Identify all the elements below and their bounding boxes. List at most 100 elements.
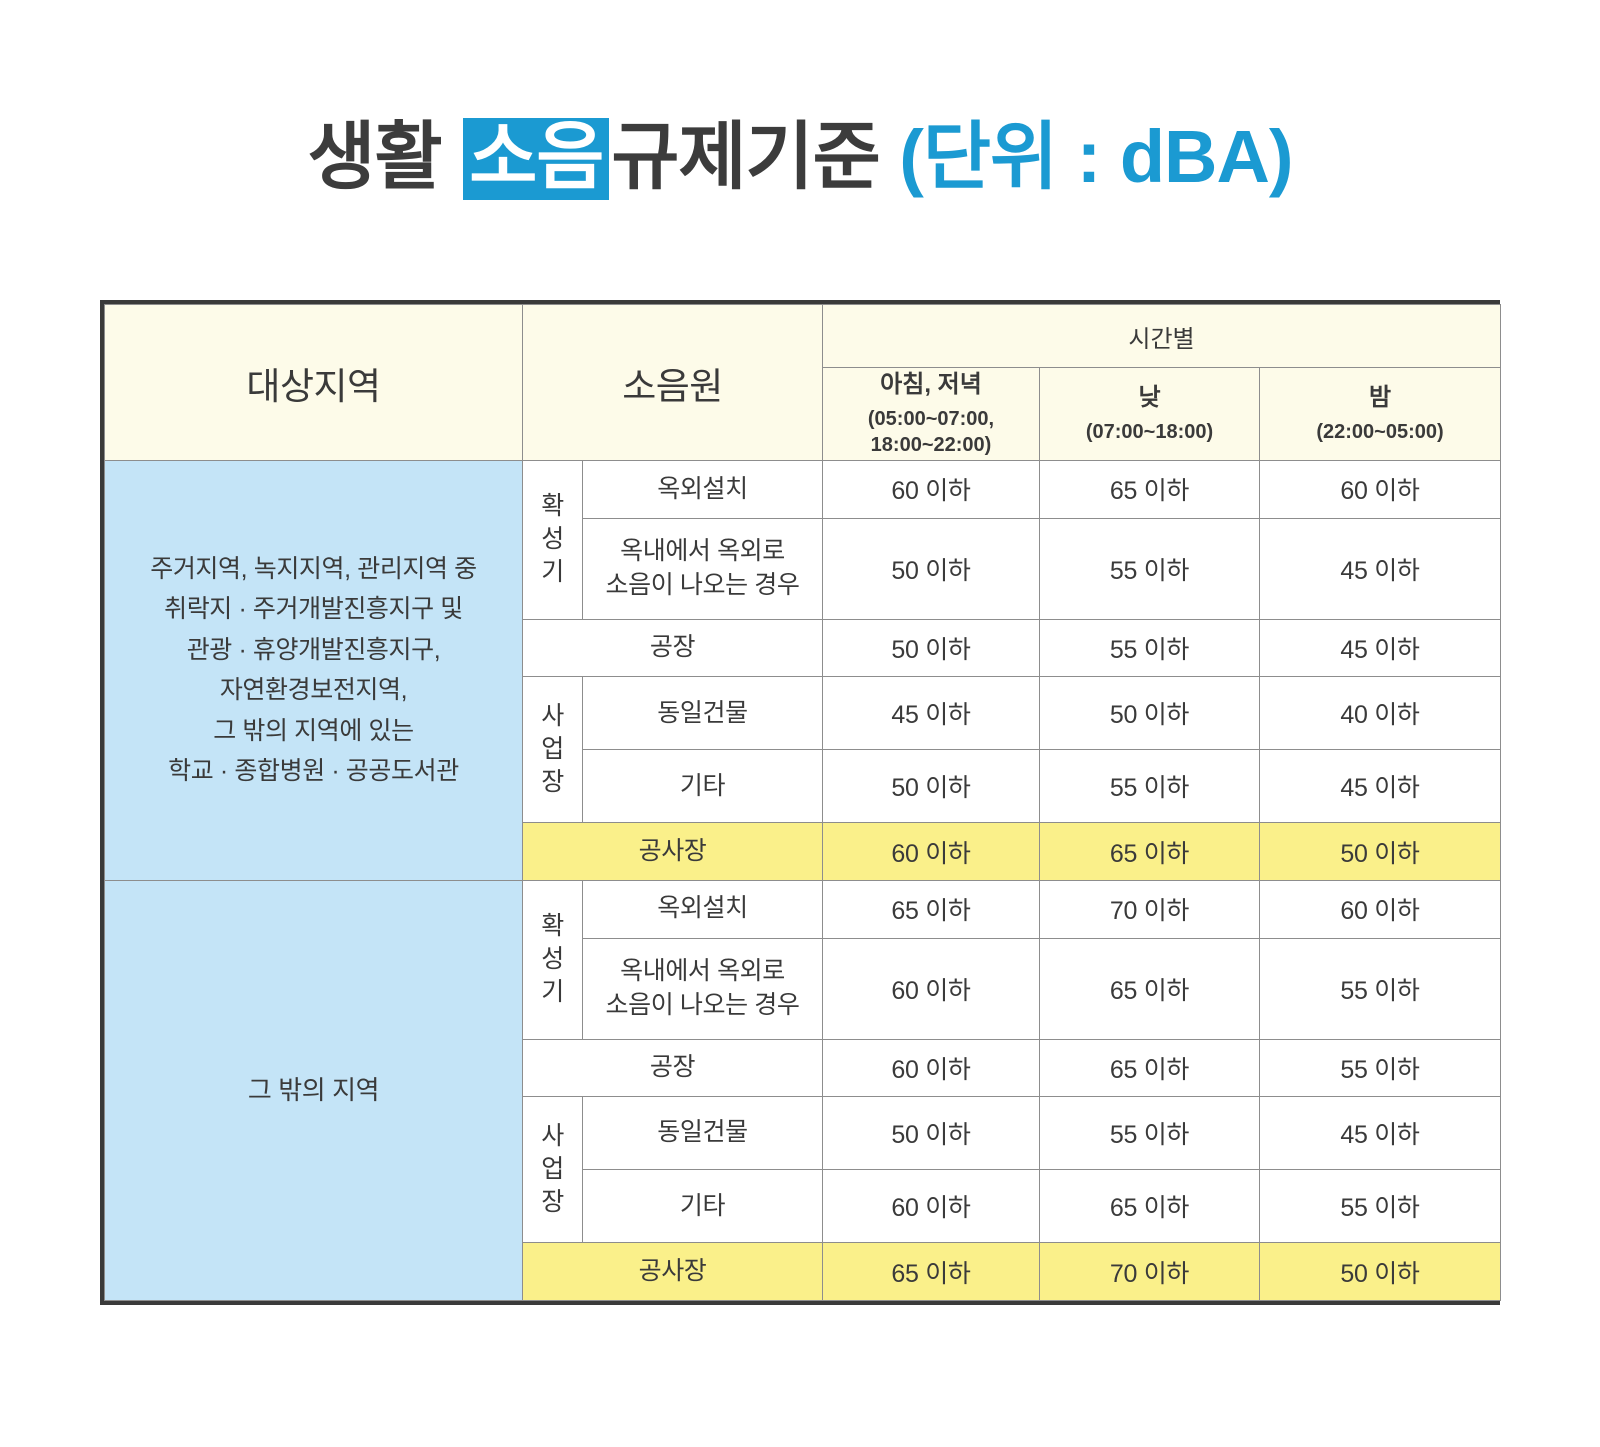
value-cell-night: 55 이하: [1258, 937, 1502, 1040]
value-cell-morning-evening: 60 이하: [822, 937, 1040, 1040]
table-row: 공장 50 이하 55 이하 45 이하: [105, 618, 1502, 678]
region-cell: 그 밖의 지역: [104, 879, 523, 1302]
value-cell-day: 55 이하: [1039, 749, 1260, 824]
title-unit: (단위 : dBA): [899, 115, 1293, 198]
header-time-day-range: (07:00~18:00): [1085, 421, 1214, 443]
source-group-char: 확: [541, 492, 564, 521]
source-group-char: 기: [541, 978, 564, 1007]
value-cell-morning-evening: 50 이하: [822, 618, 1040, 678]
source-group-char: 기: [541, 558, 564, 587]
table-row: 사 업 장 동일건물 45 이하 50 이하 40 이하: [105, 676, 1502, 824]
table-row: 공장 60 이하 65 이하 55 이하: [105, 1038, 1502, 1098]
source-cell: 공장: [522, 618, 823, 678]
value-cell-morning-evening: 60 이하: [822, 1169, 1040, 1244]
header-row-top: 대상지역 소음원 시간별: [104, 304, 1502, 461]
table-header: 대상지역 소음원 시간별 아침, 저녁 (05:00~07:00, 18:00~2…: [104, 304, 1502, 461]
header-time-group: 시간별: [821, 304, 1502, 368]
title-part-2: 규제기준: [611, 115, 900, 198]
table-row: 공사장 60 이하 65 이하 50 이하: [105, 822, 1502, 881]
source-group-char: 성: [541, 945, 564, 974]
region-cell: 주거지역, 녹지지역, 관리지역 중 취락지 · 주거개발진흥지구 및 관광 · 휴…: [104, 460, 523, 881]
source-cell: 옥외설치: [582, 460, 823, 519]
value-cell-day: 65 이하: [1039, 460, 1260, 519]
value-cell-day: 65 이하: [1039, 937, 1260, 1040]
title-part-1: 생활: [307, 115, 462, 198]
value-cell-morning-evening: 60 이하: [822, 1038, 1040, 1098]
value-cell-day: 65 이하: [1039, 1169, 1260, 1244]
table-row: 기타 50 이하 55 이하 45 이하: [105, 749, 1502, 824]
value-cell-morning-evening: 50 이하: [822, 749, 1040, 824]
value-cell-night: 60 이하: [1258, 879, 1502, 939]
value-cell-morning-evening: 50 이하: [822, 1096, 1040, 1171]
value-cell-morning-evening: 60 이하: [822, 460, 1040, 519]
source-group-char: 장: [541, 1188, 564, 1217]
page-title: 생활 소음 규제기준 (단위 : dBA): [0, 118, 1600, 200]
value-cell-night: 45 이하: [1258, 1096, 1502, 1171]
value-cell-day: 55 이하: [1039, 517, 1260, 620]
value-cell-night: 45 이하: [1258, 749, 1502, 824]
source-cell: 공사장: [522, 1242, 823, 1301]
source-group-char: 확: [541, 912, 564, 941]
source-group-char: 사: [541, 702, 564, 731]
source-cell: 공장: [522, 1038, 823, 1098]
value-cell-day: 65 이하: [1039, 1038, 1260, 1098]
value-cell-day: 50 이하: [1039, 676, 1260, 751]
value-cell-day: 55 이하: [1039, 1096, 1260, 1171]
noise-standards-table-frame: 대상지역 소음원 시간별 아침, 저녁 (05:00~07:00, 18:00~2…: [100, 300, 1502, 1305]
value-cell-night: 45 이하: [1258, 618, 1502, 678]
table-row: 공사장 65 이하 70 이하 50 이하: [105, 1242, 1502, 1301]
source-group-char: 장: [541, 768, 564, 797]
value-cell-day: 70 이하: [1039, 879, 1260, 939]
header-time-morning-evening-range: (05:00~07:00, 18:00~22:00): [867, 408, 995, 456]
value-cell-night: 55 이하: [1258, 1038, 1502, 1098]
value-cell-night: 55 이하: [1258, 1169, 1502, 1244]
value-cell-day: 55 이하: [1039, 618, 1260, 678]
table-row: 사 업 장 동일건물 50 이하 55 이하 45 이하: [105, 1096, 1502, 1244]
source-group-char: 업: [541, 735, 564, 764]
source-group-char: 업: [541, 1155, 564, 1184]
table-row: 기타 60 이하 65 이하 55 이하: [105, 1169, 1502, 1244]
table-row: 주거지역, 녹지지역, 관리지역 중 취락지 · 주거개발진흥지구 및 관광 · 휴…: [104, 460, 1502, 881]
value-cell-night: 60 이하: [1258, 460, 1502, 519]
source-cell: 옥내에서 옥외로 소음이 나오는 경우: [582, 937, 823, 1040]
header-time-night-range: (22:00~05:00): [1316, 421, 1444, 443]
source-group-char: 사: [541, 1122, 564, 1151]
value-cell-night: 40 이하: [1258, 676, 1502, 751]
table-row: 옥내에서 옥외로 소음이 나오는 경우 50 이하 55 이하 45 이하: [105, 517, 1502, 620]
source-cell: 옥외설치: [582, 879, 823, 939]
header-time-night: 밤 (22:00~05:00): [1258, 367, 1502, 461]
source-cell: 동일건물: [582, 676, 823, 751]
header-time-morning-evening: 아침, 저녁 (05:00~07:00, 18:00~22:00): [822, 367, 1040, 461]
header-time-morning-evening-label: 아침, 저녁: [880, 371, 982, 398]
value-cell-morning-evening: 60 이하: [822, 822, 1040, 881]
noise-standards-table: 대상지역 소음원 시간별 아침, 저녁 (05:00~07:00, 18:00~2…: [104, 304, 1502, 1302]
value-cell-day: 70 이하: [1039, 1242, 1260, 1301]
header-time-day-label: 낮: [1138, 384, 1161, 411]
source-cell: 동일건물: [582, 1096, 823, 1171]
value-cell-morning-evening: 65 이하: [822, 1242, 1040, 1301]
source-cell: 기타: [582, 1169, 823, 1244]
header-region: 대상지역: [104, 304, 523, 461]
source-cell: 공사장: [522, 822, 823, 881]
table-row: 그 밖의 지역 확 성 기 옥외설치 65 이하 70 이하 60 이하: [104, 879, 1502, 1302]
value-cell-night: 50 이하: [1258, 822, 1502, 881]
value-cell-morning-evening: 50 이하: [822, 517, 1040, 620]
table-row: 옥내에서 옥외로 소음이 나오는 경우 60 이하 65 이하 55 이하: [105, 937, 1502, 1040]
header-time-day: 낮 (07:00~18:00): [1039, 367, 1260, 461]
value-cell-morning-evening: 65 이하: [822, 879, 1040, 939]
title-highlight-soeum: 소음: [463, 118, 610, 200]
header-row-time: 아침, 저녁 (05:00~07:00, 18:00~22:00) 낮 (07:0…: [105, 367, 1502, 461]
header-time-night-label: 밤: [1368, 384, 1392, 411]
value-cell-night: 50 이하: [1258, 1242, 1502, 1301]
value-cell-day: 65 이하: [1039, 822, 1260, 881]
value-cell-night: 45 이하: [1258, 517, 1502, 620]
table-body: 주거지역, 녹지지역, 관리지역 중 취락지 · 주거개발진흥지구 및 관광 · 휴…: [104, 460, 1502, 1302]
header-source: 소음원: [522, 304, 823, 461]
source-group-char: 성: [541, 525, 564, 554]
value-cell-morning-evening: 45 이하: [822, 676, 1040, 751]
